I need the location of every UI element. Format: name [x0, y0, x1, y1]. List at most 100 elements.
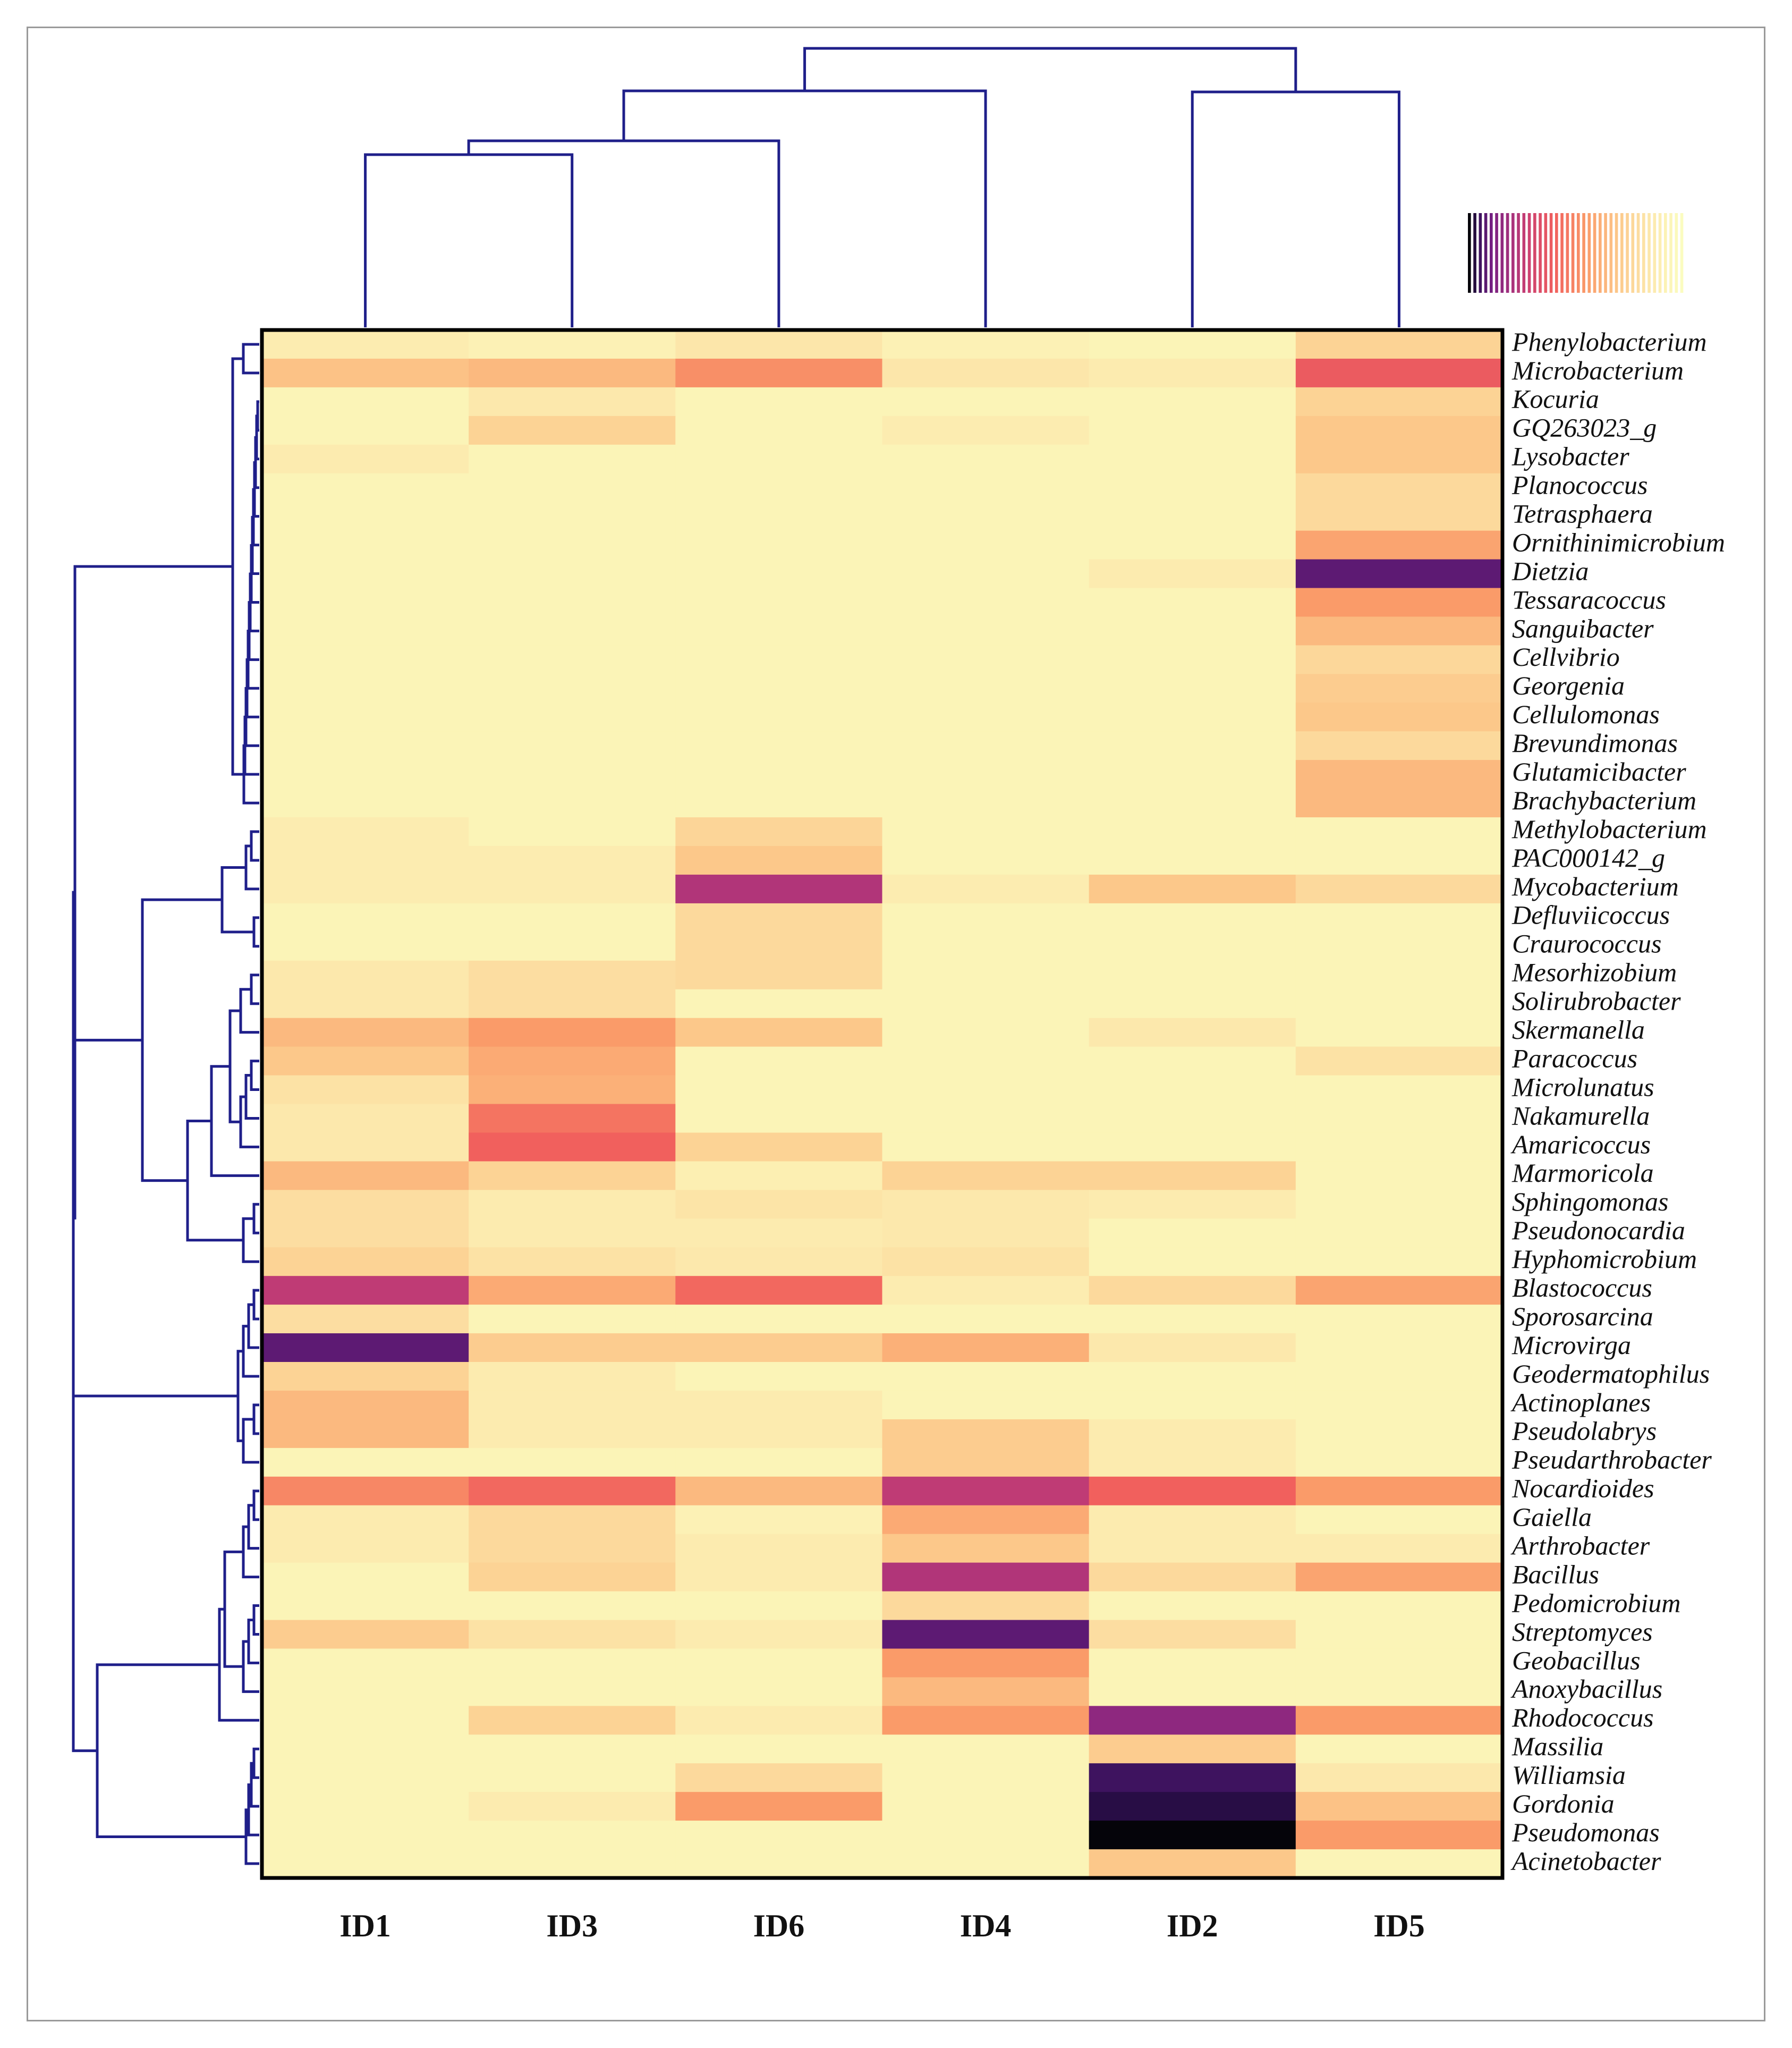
dendrogram-link	[242, 1640, 259, 1693]
heatmap-cell	[1089, 1390, 1296, 1420]
heatmap-cell	[882, 1476, 1090, 1506]
row-label: Streptomyces	[1512, 1617, 1653, 1646]
heatmap-cell	[469, 616, 676, 646]
heatmap-cell	[1295, 1419, 1503, 1449]
heatmap-cell	[882, 358, 1090, 388]
dendrogram-link	[467, 139, 780, 327]
heatmap-cell	[469, 1476, 676, 1506]
heatmap-cell	[1089, 1218, 1296, 1248]
heatmap-cell	[882, 1046, 1090, 1076]
dendrogram-link	[252, 1604, 259, 1636]
legend-color-step	[1642, 213, 1645, 293]
dendrogram-link	[622, 89, 987, 327]
heatmap-cell	[1089, 846, 1296, 875]
column-label: ID2	[1167, 1908, 1218, 1943]
heatmap-cell	[675, 731, 883, 760]
heatmap-cell	[882, 616, 1090, 646]
heatmap-cell	[469, 1620, 676, 1649]
row-label: Arthrobacter	[1510, 1531, 1650, 1561]
heatmap-cell	[1295, 1620, 1503, 1649]
row-label: Dietzia	[1511, 556, 1589, 586]
legend-color-step	[1555, 213, 1558, 293]
heatmap-cell	[469, 789, 676, 818]
heatmap-cell	[1295, 1247, 1503, 1276]
heatmap-cell	[882, 703, 1090, 732]
dendrogram-link	[252, 1203, 259, 1234]
heatmap-cell	[675, 703, 883, 732]
heatmap-cell	[1295, 846, 1503, 875]
heatmap-cell	[882, 1505, 1090, 1535]
heatmap-cell	[262, 1505, 469, 1535]
heatmap-cell	[262, 1018, 469, 1047]
heatmap-cell	[469, 502, 676, 531]
heatmap-cell	[1295, 1046, 1503, 1076]
heatmap-cell	[882, 1706, 1090, 1735]
legend-color-step	[1631, 213, 1635, 293]
heatmap-cell	[1295, 703, 1503, 732]
heatmap-cell	[1089, 1018, 1296, 1047]
dendrogram-link	[186, 1120, 243, 1242]
heatmap-cell	[1295, 1362, 1503, 1391]
dendrogram-link	[242, 1525, 259, 1579]
heatmap-cell	[882, 1333, 1090, 1362]
legend-color-step	[1495, 213, 1498, 293]
dendrogram-link	[242, 1418, 259, 1464]
heatmap-cell	[882, 1362, 1090, 1391]
heatmap-cell	[262, 817, 469, 847]
heatmap-cell	[262, 1620, 469, 1649]
dendrogram-link	[252, 1403, 259, 1435]
heatmap-cell	[262, 674, 469, 703]
heatmap-cell	[1089, 1419, 1296, 1449]
heatmap-cell	[262, 1677, 469, 1706]
legend-color-step	[1593, 213, 1596, 293]
row-label: Craurococcus	[1512, 929, 1661, 959]
heatmap-cell	[469, 1075, 676, 1105]
heatmap-cell	[675, 1849, 883, 1878]
heatmap-cell	[1089, 387, 1296, 417]
heatmap-cell	[1089, 817, 1296, 847]
heatmap-cell	[675, 1362, 883, 1391]
heatmap-cell	[1089, 416, 1296, 445]
heatmap-cell	[1089, 1362, 1296, 1391]
heatmap-cell	[469, 674, 676, 703]
heatmap-cell	[469, 1505, 676, 1535]
heatmap-cell	[675, 960, 883, 990]
heatmap-cell	[882, 989, 1090, 1019]
heatmap-cell	[1295, 1132, 1503, 1162]
heatmap-cell	[1295, 932, 1503, 961]
heatmap-cell	[469, 1247, 676, 1276]
heatmap-cell	[882, 1190, 1090, 1219]
heatmap-cell	[1295, 559, 1503, 589]
row-label: Georgenia	[1512, 671, 1625, 700]
heatmap-cell	[469, 559, 676, 589]
heatmap-cell	[882, 416, 1090, 445]
row-label: Microlunatus	[1511, 1072, 1654, 1102]
heatmap-cell	[1089, 645, 1296, 674]
row-label: Gordonia	[1512, 1789, 1615, 1818]
heatmap-cell	[262, 960, 469, 990]
heatmap-cell	[262, 1104, 469, 1133]
heatmap-cell	[469, 1648, 676, 1678]
heatmap-cell	[1295, 358, 1503, 388]
heatmap-cell	[262, 1476, 469, 1506]
column-label: ID1	[339, 1908, 391, 1943]
heatmap-cell	[1295, 1018, 1503, 1047]
heatmap-cell	[882, 903, 1090, 933]
heatmap-cell	[262, 1190, 469, 1219]
heatmap-cell	[882, 1075, 1090, 1105]
heatmap-cell	[262, 1792, 469, 1821]
heatmap-cell	[469, 989, 676, 1019]
row-label: Tetrasphaera	[1512, 499, 1653, 529]
row-label: Solirubrobacter	[1512, 986, 1681, 1016]
heatmap-cell	[469, 903, 676, 933]
heatmap-cell	[469, 1276, 676, 1305]
heatmap-cell	[675, 1132, 883, 1162]
heatmap-cell	[1089, 1792, 1296, 1821]
heatmap-cell	[1295, 1677, 1503, 1706]
row-label: GQ263023_g	[1512, 413, 1657, 443]
heatmap-cell	[262, 1591, 469, 1621]
row-label: Tessaracoccus	[1512, 585, 1666, 614]
legend-color-step	[1527, 213, 1531, 293]
heatmap-cell	[882, 330, 1090, 359]
legend-color-step	[1533, 213, 1536, 293]
